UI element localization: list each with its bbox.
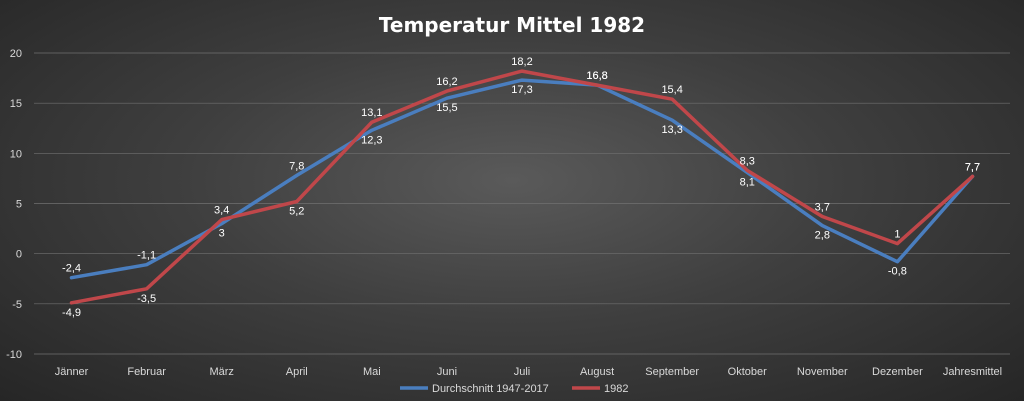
series-line bbox=[69, 69, 975, 305]
series-line bbox=[69, 78, 975, 280]
y-tick-label: 15 bbox=[10, 98, 22, 110]
x-tick-label: Dezember bbox=[872, 366, 923, 378]
data-label: 17,3 bbox=[511, 84, 532, 96]
data-label: 12,3 bbox=[361, 134, 382, 146]
data-label: 13,3 bbox=[661, 124, 682, 136]
data-label: 15,5 bbox=[436, 102, 457, 114]
x-tick-label: Juli bbox=[514, 366, 531, 378]
legend-label: 1982 bbox=[604, 383, 628, 395]
data-label: 7,7 bbox=[965, 161, 980, 173]
y-tick-label: -10 bbox=[6, 349, 22, 361]
legend: Durchschnitt 1947-2017 1982 bbox=[400, 383, 628, 395]
legend-label: Durchschnitt 1947-2017 bbox=[432, 383, 549, 395]
y-tick-label: 10 bbox=[10, 148, 22, 160]
data-label: 7,8 bbox=[289, 160, 304, 172]
x-tick-label: Juni bbox=[437, 366, 457, 378]
data-labels: -2,4 -1,1 3 7,8 12,3 15,5 17,3 16,8 13,3 8,1 2,8 -0… bbox=[62, 56, 980, 319]
x-tick-label: Jänner bbox=[55, 366, 89, 378]
y-axis: 20 15 10 5 0 -5 -10 bbox=[6, 48, 22, 361]
x-tick-label: September bbox=[645, 366, 699, 378]
x-tick-label: April bbox=[286, 366, 308, 378]
data-label: 3,7 bbox=[815, 202, 830, 214]
data-label: 16,8 bbox=[586, 70, 607, 82]
y-tick-label: 20 bbox=[10, 48, 22, 60]
data-label: -0,8 bbox=[888, 266, 907, 278]
x-tick-label: Mai bbox=[363, 366, 381, 378]
data-label: 1 bbox=[894, 229, 900, 241]
gridlines bbox=[34, 52, 1010, 355]
data-label: 2,8 bbox=[815, 230, 830, 242]
data-label: -4,9 bbox=[62, 307, 81, 319]
data-label: 8,1 bbox=[740, 176, 755, 188]
x-tick-label: Februar bbox=[127, 366, 166, 378]
x-tick-label: November bbox=[797, 366, 848, 378]
data-label: 18,2 bbox=[511, 56, 532, 68]
y-tick-label: -5 bbox=[12, 299, 22, 311]
y-tick-label: 0 bbox=[16, 249, 22, 261]
x-axis: Jänner Februar März April Mai Juni Juli August S… bbox=[55, 366, 1002, 378]
x-tick-label: März bbox=[209, 366, 233, 378]
data-label: 5,2 bbox=[289, 205, 304, 217]
x-tick-label: Oktober bbox=[728, 366, 767, 378]
series-lines bbox=[69, 69, 975, 305]
data-label: 16,2 bbox=[436, 76, 457, 88]
chart-title: Temperatur Mittel 1982 bbox=[379, 13, 645, 37]
data-label: 3 bbox=[219, 228, 225, 240]
x-tick-label: Jahresmittel bbox=[943, 366, 1002, 378]
x-tick-label: August bbox=[580, 366, 614, 378]
data-label: 13,1 bbox=[361, 107, 382, 119]
data-label: 3,4 bbox=[214, 205, 229, 217]
data-label: -2,4 bbox=[62, 263, 81, 275]
y-tick-label: 5 bbox=[16, 199, 22, 211]
data-label: 15,4 bbox=[661, 84, 682, 96]
data-label: 8,3 bbox=[740, 155, 755, 167]
data-label: -1,1 bbox=[137, 250, 156, 262]
data-label: -3,5 bbox=[137, 293, 156, 305]
data-label: 16,8 bbox=[586, 70, 607, 82]
data-label: 7,7 bbox=[965, 161, 980, 173]
